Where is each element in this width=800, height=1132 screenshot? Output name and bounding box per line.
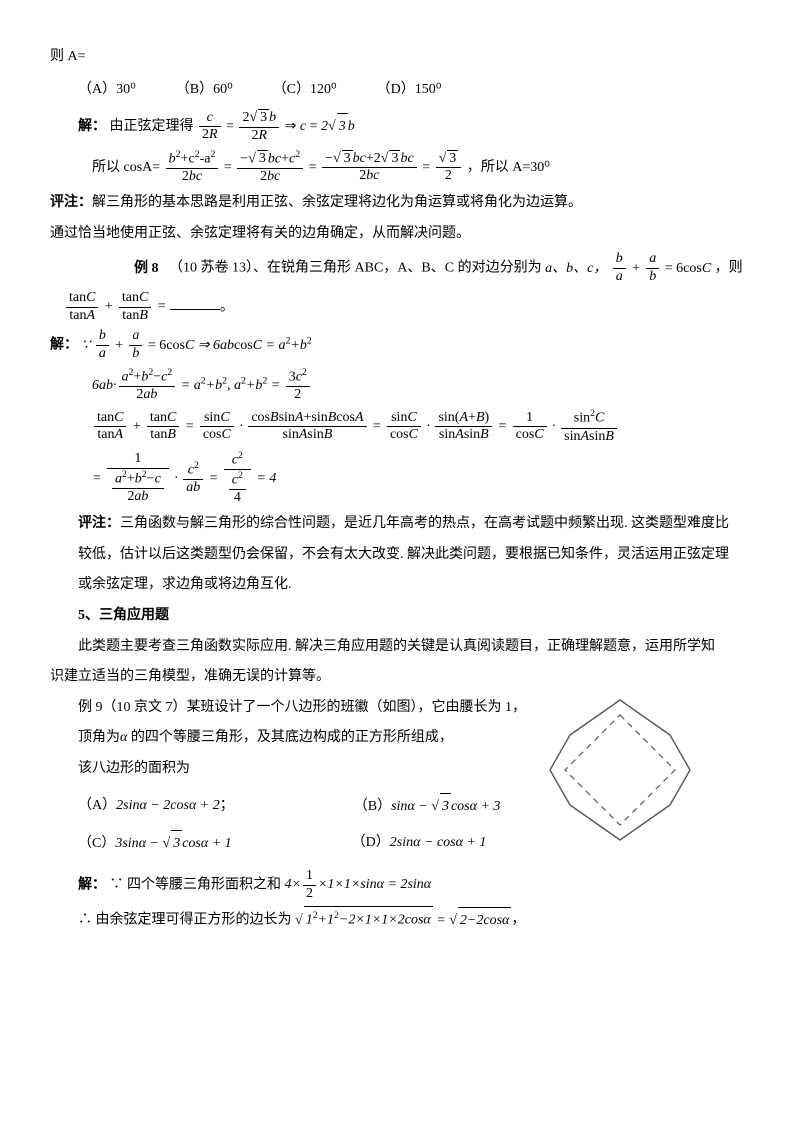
q9-opt-c: （C）3sinα − √3cosα + 1 <box>78 830 232 858</box>
q9-opt-b: （B）sinα − √3cosα + 3 <box>354 793 501 821</box>
ex8-tail: ，则 <box>715 261 743 276</box>
sec5-title: 5、三角应用题 <box>50 603 750 630</box>
sol2-line4: = 1a2+b2−c2ab · c2ab = c2c24 = 4 <box>50 450 750 508</box>
octagon-figure <box>545 695 695 845</box>
ex8: 例 8 （10 苏卷 13）、在锐角三角形 ABC，A、B、C 的对边分别为 a… <box>50 251 750 286</box>
sol9-text: ∵ 四个等腰三角形面积之和 <box>110 877 282 892</box>
ex8-src: （10 苏卷 13）、在锐角三角形 ABC，A、B、C 的对边分别为 <box>169 261 542 276</box>
note2c: 或余弦定理，求边角或将边角互化. <box>50 572 750 599</box>
note1: 评注：解三角形的基本思路是利用正弦、余弦定理将边化为角运算或将角化为边运算。 <box>50 190 750 217</box>
ex9-line2-post: 的四个等腰三角形，及其底边构成的正方形所组成， <box>131 730 453 745</box>
opt-a: （A）30⁰ <box>78 77 136 104</box>
sol2-label: 解： <box>50 338 78 353</box>
sec5-p1: 此类题主要考查三角函数实际应用. 解决三角应用题的关键是认真阅读题目，正确理解题… <box>50 634 750 661</box>
opt-b: （B）60⁰ <box>176 77 233 104</box>
note2b: 较低，估计以后这类题型仍会保留，不会有太大改变. 解决此类问题，要根据已知条件，… <box>50 542 750 569</box>
outer-octagon <box>550 700 690 840</box>
sol1-text: 由正弦定理得 <box>110 119 194 134</box>
ex9-line2-pre: 顶角为 <box>78 730 120 745</box>
ex8-blank: tanCtanA + tanCtanB = 。 <box>64 290 750 325</box>
sol9-line2: ∴ 由余弦定理可得正方形的边长为 √12+12−2×1×1×2cosα = √2… <box>50 906 750 934</box>
note1b: 通过恰当地使用正弦、余弦定理将有关的边角确定，从而解决问题。 <box>50 221 750 248</box>
sol1-line1: 解： 由正弦定理得 c2R = 2√3b2R ⇒ c = 2√3b <box>50 109 750 145</box>
sol9-line2-text: ∴ 由余弦定理可得正方形的边长为 <box>78 913 292 928</box>
opt-c: （C）120⁰ <box>273 77 337 104</box>
note2-label: 评注： <box>78 516 120 531</box>
note2-text: 三角函数与解三角形的综合性问题，是近几年高考的热点，在高考试题中频繁出现. 这类… <box>120 516 729 531</box>
sec5-p1b: 识建立适当的三角模型，准确无误的计算等。 <box>50 664 750 691</box>
q1-options: （A）30⁰ （B）60⁰ （C）120⁰ （D）150⁰ <box>78 77 750 104</box>
intro-text: 则 A= <box>50 44 750 71</box>
inner-square <box>565 715 675 825</box>
sol9-line2-tail: ， <box>511 913 525 928</box>
sol2-line1: 解： ∵ ba + ab = 6cosC ⇒ 6abcosC = a2+b2 <box>50 328 750 363</box>
ex8-label: 例 8 <box>134 261 159 276</box>
opt-d: （D）150⁰ <box>377 77 442 104</box>
note1-text: 解三角形的基本思路是利用正弦、余弦定理将边化为角运算或将角化为边运算。 <box>92 195 582 210</box>
q9-opt-d: （D）2sinα − cosα + 1 <box>352 830 487 858</box>
sol1-tail: ，所以 A=30⁰ <box>467 160 550 175</box>
sol-label: 解： <box>78 119 106 134</box>
blank-line <box>170 309 220 310</box>
sol1-line2: 所以 cosA= b2+c2-a22bc = −√3bc+c22bc = −√3… <box>50 149 750 186</box>
sol9-label: 解： <box>78 877 106 892</box>
note2: 评注：三角函数与解三角形的综合性问题，是近几年高考的热点，在高考试题中频繁出现.… <box>50 511 750 538</box>
sol2-line3: tanCtanA + tanCtanB = sinCcosC · cosBsin… <box>50 408 750 445</box>
sol9-line1: 解： ∵ 四个等腰三角形面积之和 4×12×1×1×sinα = 2sinα <box>50 868 750 903</box>
ex8-vars: a、b、c， <box>545 261 607 276</box>
ex8-blank-tail: 。 <box>220 299 234 314</box>
note1-label: 评注： <box>50 195 92 210</box>
q9-opt-a: （A）2sinα − 2cosα + 2； <box>78 793 234 821</box>
sol2-line2: 6ab·a2+b2−c22ab = a2+b2, a2+b2 = 3c22 <box>50 367 750 404</box>
sol1-line2-pre: 所以 cosA= <box>92 160 160 175</box>
